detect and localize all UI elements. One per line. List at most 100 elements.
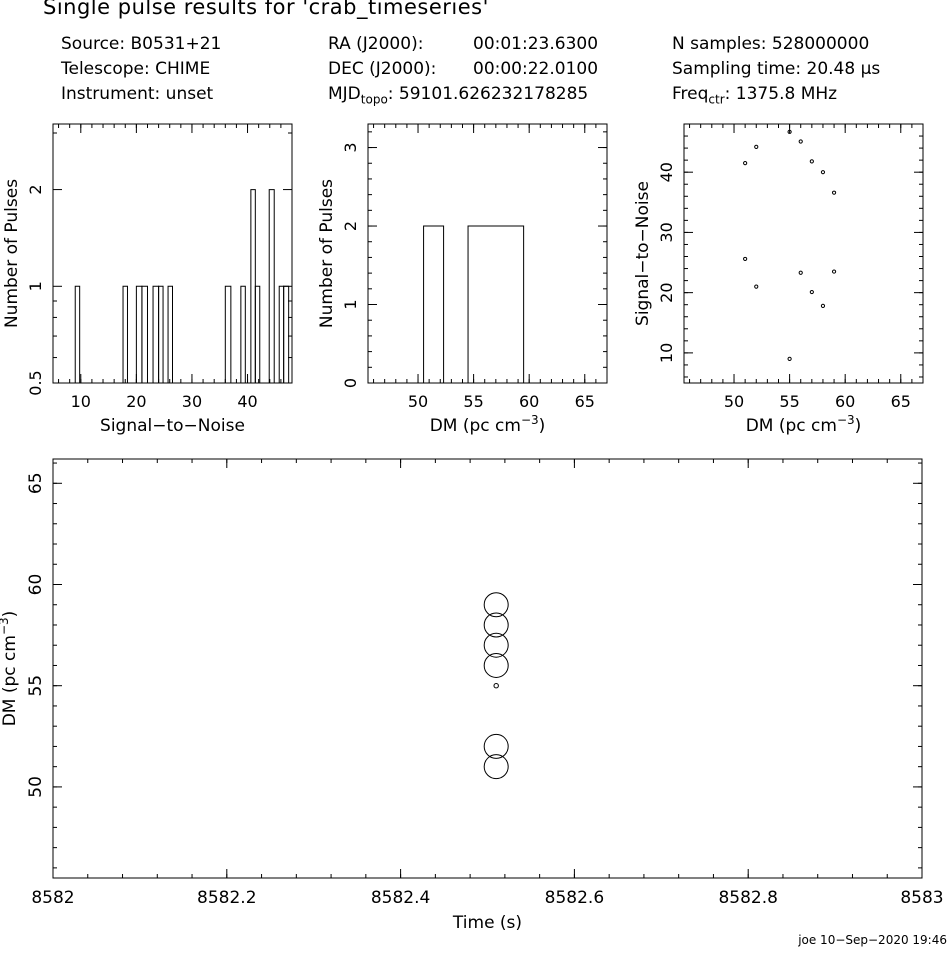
pulse-marker <box>483 733 509 759</box>
y-tick-label: 20 <box>657 282 676 302</box>
y-tick-label: 0.5 <box>26 370 45 395</box>
y-axis-label: Number of Pulses <box>2 179 22 328</box>
histogram-bar <box>240 285 246 383</box>
scatter-point <box>754 144 759 149</box>
ra-value: 00:01:23.6300 <box>473 34 599 54</box>
footer-credit: joe 10−Sep−2020 19:46 <box>798 933 947 947</box>
histogram-bar <box>152 285 160 383</box>
mjd-value: : 59101.626232178285 <box>387 84 589 104</box>
source-label: Source: B0531+21 <box>61 34 222 54</box>
y-tick-label: 2 <box>341 221 360 231</box>
x-tick-label: 8582.6 <box>545 888 604 908</box>
pulse-marker <box>483 592 509 618</box>
pulse-marker <box>493 683 499 689</box>
histogram-bar <box>254 285 261 383</box>
y-tick-label: 2 <box>26 184 45 194</box>
x-tick-label: 30 <box>182 392 202 411</box>
scatter-point <box>743 256 748 262</box>
y-tick-label: 1 <box>341 299 360 309</box>
x-tick-label: 8583 <box>900 888 943 908</box>
instrument-label: Instrument: unset <box>61 84 214 104</box>
scatter-point <box>798 139 803 144</box>
x-axis-label: Time (s) <box>452 913 522 933</box>
sampling-time-label: Sampling time: 20.48 µs <box>672 59 881 79</box>
scatter-point <box>798 270 803 275</box>
x-axis-label: DM (pc cm−3) <box>746 413 862 436</box>
x-tick-label: 10 <box>71 392 91 411</box>
ra-label: RA (J2000): <box>328 34 424 54</box>
dm-vs-time-panel: 8582 8582.2 8582.4 8582.6 8582.8 8583 50 55 60 65… <box>0 459 944 933</box>
y-axis-label-end: ) <box>0 611 20 618</box>
mjd-subscript: topo <box>360 92 388 107</box>
y-tick-label: 55 <box>26 675 46 697</box>
histogram-bar <box>135 285 143 383</box>
x-tick-label: 40 <box>237 392 257 411</box>
pulse-marker <box>483 754 509 780</box>
x-axis-label-end: ) <box>539 416 546 436</box>
y-tick-label: 60 <box>26 574 46 596</box>
x-tick-label: 60 <box>519 392 539 411</box>
y-axis-label: DM (pc cm−3) <box>0 611 20 727</box>
dm-vs-time-frame <box>52 458 923 879</box>
histogram-bar <box>423 225 445 383</box>
histogram-bar <box>74 285 81 383</box>
histogram-bar <box>224 285 232 383</box>
telescope-label: Telescope: CHIME <box>61 59 211 79</box>
x-tick-label: 20 <box>126 392 146 411</box>
x-tick-label: 8582.2 <box>197 888 256 908</box>
scatter-point <box>831 190 837 195</box>
y-tick-label: 0 <box>341 378 360 388</box>
scatter-point <box>754 284 759 289</box>
x-tick-label: 65 <box>575 392 595 411</box>
histogram-bar <box>283 285 290 383</box>
y-axis-label-superscript: −3 <box>0 617 11 635</box>
snr_hist-panel: 10 20 30 40 0.5 1 2 Signal−to−Noise Number of Pu… <box>2 124 293 436</box>
snr_hist-frame <box>52 123 293 384</box>
x-axis-label-end: ) <box>855 416 862 436</box>
y-tick-label: 40 <box>657 162 676 182</box>
nsamples-label: N samples: 528000000 <box>672 34 870 54</box>
scatter-point <box>809 159 814 164</box>
histogram-bar <box>122 285 128 383</box>
x-axis-label: Signal−to−Noise <box>100 416 245 436</box>
y-tick-label: 65 <box>26 472 46 494</box>
histogram-bar <box>141 285 148 383</box>
x-axis-label-superscript: −3 <box>837 413 855 427</box>
snr-vs-dm-frame <box>683 123 924 384</box>
x-tick-label: 8582.4 <box>371 888 430 908</box>
y-axis-label: Number of Pulses <box>317 179 337 328</box>
freq-line: Freqctr: 1375.8 MHz <box>672 84 838 106</box>
scatter-point <box>743 161 748 166</box>
histogram-bar <box>268 189 275 383</box>
y-tick-label: 50 <box>26 776 46 798</box>
dec-value: 00:00:22.0100 <box>473 59 599 79</box>
x-tick-label: 55 <box>779 392 799 411</box>
scatter-point <box>787 356 792 362</box>
scatter-point <box>820 303 826 309</box>
histogram-bar <box>278 285 285 383</box>
mjd-label: MJD <box>328 84 361 104</box>
dm_hist-panel: 50 55 60 65 0 1 2 3 DM (pc cm−3) Number of Pulses <box>317 124 608 436</box>
dm_hist-frame <box>367 123 608 384</box>
y-tick-label: 10 <box>657 343 676 363</box>
x-tick-label: 60 <box>835 392 855 411</box>
x-tick-label: 50 <box>724 392 744 411</box>
snr-vs-dm-panel: 50 55 60 65 10 20 30 40 DM (pc cm−3) Signal−to−No… <box>633 123 924 436</box>
x-axis-label-superscript: −3 <box>521 413 539 427</box>
freq-value: : 1375.8 MHz <box>724 84 838 104</box>
histogram-bar <box>250 189 256 383</box>
pulse-marker <box>483 612 509 638</box>
x-tick-label: 65 <box>891 392 911 411</box>
dec-label: DEC (J2000): <box>328 59 437 79</box>
histogram-bar <box>467 225 525 383</box>
x-tick-label: 55 <box>463 392 483 411</box>
histogram-bar <box>158 285 164 383</box>
y-tick-label: 3 <box>341 142 360 152</box>
scatter-point <box>820 170 826 175</box>
mjd-line: MJDtopo: 59101.626232178285 <box>328 84 589 107</box>
y-axis-label: Signal−to−Noise <box>633 181 653 326</box>
x-axis-label: DM (pc cm−3) <box>430 413 546 436</box>
x-tick-label: 8582 <box>31 888 74 908</box>
scatter-point <box>809 289 814 295</box>
y-tick-label: 1 <box>26 281 45 291</box>
